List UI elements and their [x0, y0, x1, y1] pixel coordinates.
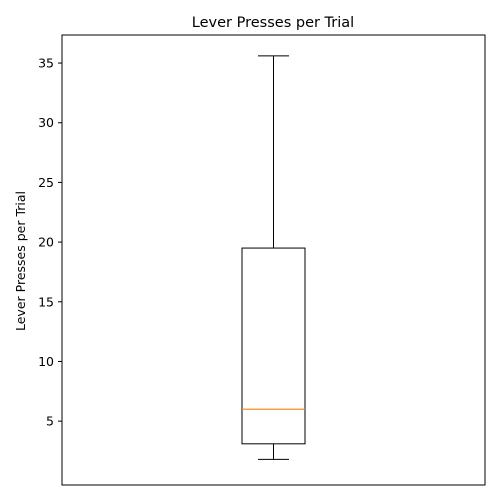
y-axis-ticks: 5 10 15 20 25 30 35 — [38, 56, 62, 429]
y-axis-label: Lever Presses per Trial — [13, 191, 28, 331]
y-tick-label: 35 — [38, 56, 54, 71]
y-tick-label: 30 — [38, 115, 54, 130]
chart-title: Lever Presses per Trial — [192, 15, 354, 31]
box-plot — [241, 55, 306, 460]
iqr-box — [241, 247, 306, 445]
y-tick-label: 25 — [38, 175, 54, 190]
y-tick-label: 20 — [38, 235, 54, 250]
plot-frame — [61, 34, 486, 486]
y-tick-label: 15 — [38, 294, 54, 309]
y-tick-label: 5 — [46, 414, 54, 429]
y-tick-label: 10 — [38, 354, 54, 369]
